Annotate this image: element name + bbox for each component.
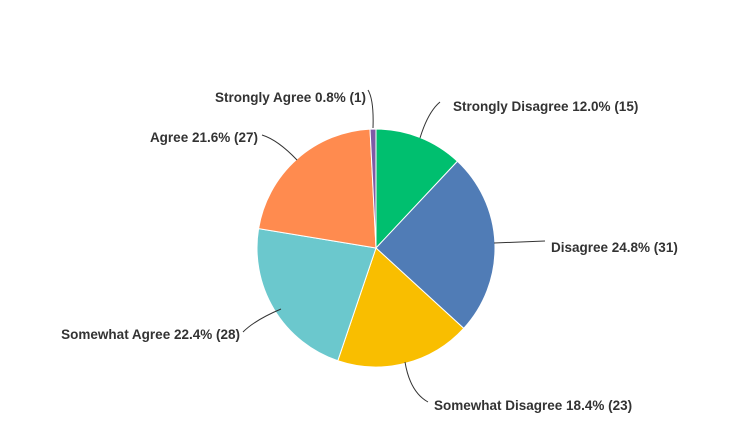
leader-line bbox=[367, 89, 374, 129]
leader-line bbox=[493, 240, 546, 244]
data-label: Somewhat Disagree 18.4% (23) bbox=[434, 398, 632, 413]
pie-slice-agree bbox=[258, 128, 377, 249]
leader-line bbox=[261, 134, 298, 161]
pie-slice-somewhat-agree bbox=[256, 228, 377, 362]
data-label: Agree 21.6% (27) bbox=[150, 130, 258, 145]
leader-line bbox=[404, 361, 429, 403]
leader-line bbox=[242, 308, 282, 333]
data-label: Disagree 24.8% (31) bbox=[551, 240, 678, 255]
data-label: Strongly Disagree 12.0% (15) bbox=[453, 99, 638, 114]
pie-slice-disagree bbox=[375, 160, 496, 330]
data-label: Somewhat Agree 22.4% (28) bbox=[61, 327, 240, 342]
leader-line bbox=[419, 101, 441, 139]
pie-slice-strongly-agree bbox=[369, 128, 377, 249]
data-label: Strongly Agree 0.8% (1) bbox=[215, 90, 366, 105]
